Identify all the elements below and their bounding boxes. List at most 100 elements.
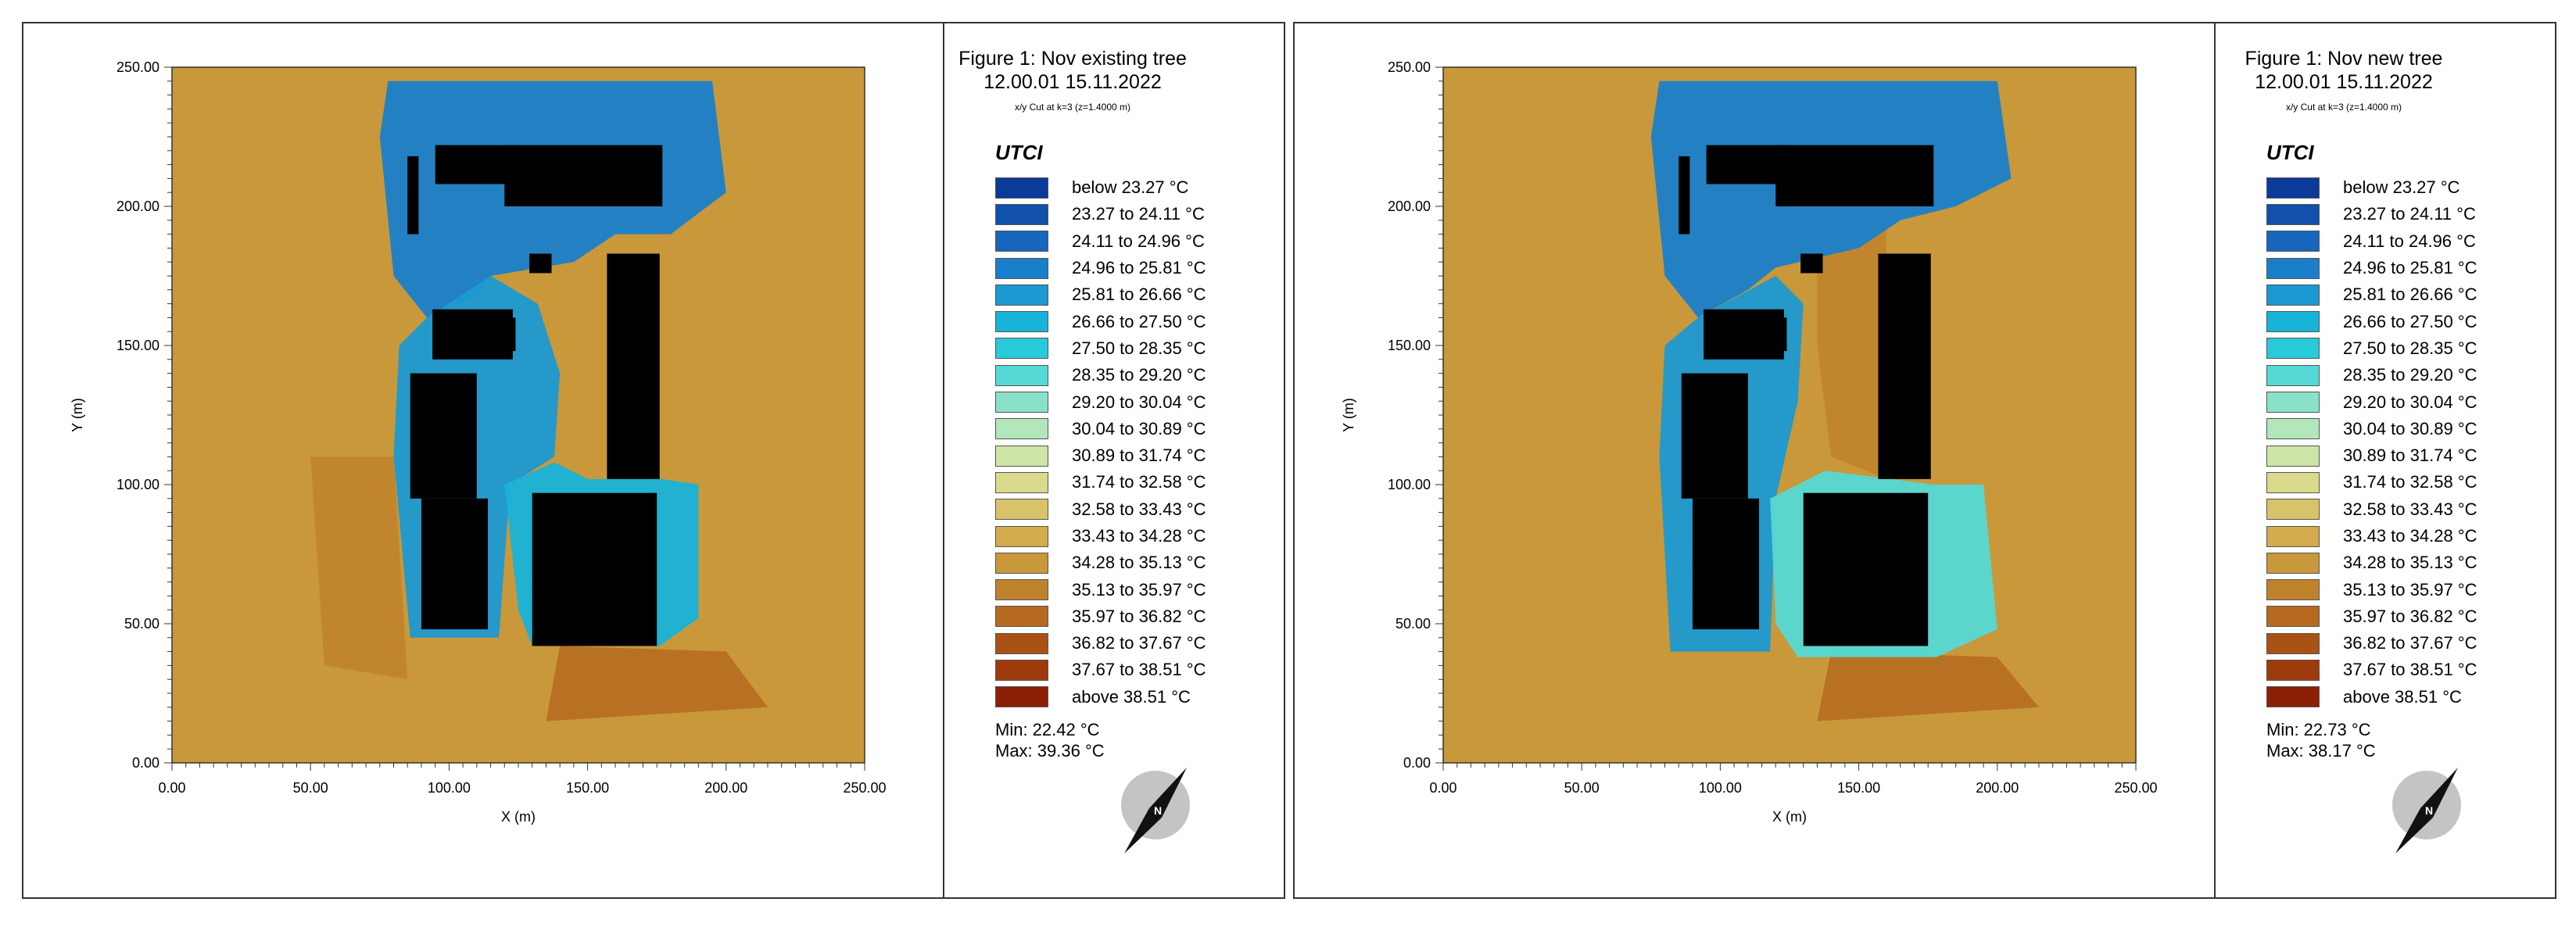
- x-tick-label: 100.00: [1699, 780, 1742, 796]
- legend-swatch: [2266, 257, 2320, 279]
- legend-item: 32.58 to 33.43 °C: [2266, 496, 2477, 523]
- legend: below 23.27 °C 23.27 to 24.11 °C 24.11 t…: [2266, 174, 2477, 710]
- y-tick-label: 100.00: [116, 477, 159, 492]
- legend-label: 23.27 to 24.11 °C: [2343, 204, 2476, 224]
- legend-area: Figure 1: Nov new tree 12.00.01 15.11.20…: [2216, 23, 2555, 897]
- variable-name: UTCI: [2266, 141, 2314, 164]
- x-tick-label: 250.00: [843, 780, 886, 796]
- min-value: Min: 22.42 °C: [995, 720, 1100, 739]
- legend-label: 28.35 to 29.20 °C: [2343, 365, 2477, 385]
- legend-swatch: [2266, 525, 2320, 547]
- legend-area: Figure 1: Nov existing tree 12.00.01 15.…: [944, 23, 1284, 897]
- building: [407, 156, 419, 234]
- legend-item: above 38.51 °C: [2266, 684, 2477, 710]
- building: [1692, 498, 1760, 630]
- legend: below 23.27 °C 23.27 to 24.11 °C 24.11 t…: [995, 174, 1206, 710]
- legend-swatch: [2266, 606, 2320, 628]
- legend-swatch: [2266, 552, 2320, 574]
- legend-item: 34.28 to 35.13 °C: [995, 549, 1206, 576]
- legend-label: 26.66 to 27.50 °C: [2343, 311, 2477, 331]
- legend-label: 24.96 to 25.81 °C: [2343, 258, 2477, 278]
- building: [435, 145, 518, 184]
- legend-swatch: [2266, 177, 2320, 199]
- legend-item: 32.58 to 33.43 °C: [995, 496, 1206, 523]
- warm-zone: [1817, 220, 1887, 479]
- legend-swatch: [2266, 392, 2320, 413]
- legend-item: 30.04 to 30.89 °C: [995, 416, 1206, 442]
- legend-swatch: [995, 659, 1048, 681]
- legend-label: 34.28 to 35.13 °C: [2343, 553, 2477, 573]
- legend-label: 26.66 to 27.50 °C: [1072, 311, 1206, 331]
- y-tick-label: 150.00: [1388, 338, 1431, 353]
- building: [410, 373, 477, 499]
- legend-swatch: [2266, 659, 2320, 681]
- building: [607, 253, 660, 479]
- min-max-stats: Min: 22.73 °C Max: 38.17 °C: [2266, 719, 2376, 761]
- north-label: N: [1154, 804, 1162, 817]
- legend-item: 25.81 to 26.66 °C: [995, 281, 1206, 308]
- building: [529, 253, 552, 274]
- plot-area: 0.00 50.00 100.00 150.00 200.00 250.00 0.00 50.…: [23, 23, 944, 897]
- y-axis-label: Y (m): [1341, 398, 1356, 432]
- variable-name: UTCI: [995, 141, 1043, 164]
- min-value: Min: 22.73 °C: [2266, 720, 2371, 739]
- legend-swatch: [2266, 231, 2320, 252]
- x-tick-label: 0.00: [158, 780, 185, 796]
- legend-label: 36.82 to 37.67 °C: [1072, 633, 1206, 653]
- y-tick-label: 50.00: [124, 616, 159, 632]
- legend-swatch: [995, 632, 1048, 654]
- building: [1736, 317, 1787, 352]
- legend-swatch: [2266, 632, 2320, 654]
- legend-swatch: [995, 203, 1048, 225]
- legend-item: 24.96 to 25.81 °C: [2266, 255, 2477, 281]
- legend-label: 34.28 to 35.13 °C: [1072, 553, 1206, 573]
- y-tick-label: 250.00: [116, 59, 159, 75]
- building: [504, 145, 663, 206]
- legend-item: 36.82 to 37.67 °C: [995, 630, 1206, 657]
- figure-title-block: Figure 1: Nov new tree 12.00.01 15.11.20…: [2187, 47, 2500, 94]
- north-arrow-icon: N: [1121, 768, 1190, 854]
- legend-swatch: [2266, 311, 2320, 333]
- legend-label: 35.13 to 35.97 °C: [2343, 579, 2477, 600]
- legend-item: 36.82 to 37.67 °C: [2266, 630, 2477, 657]
- figure-title: Figure 1: Nov existing tree: [958, 48, 1187, 70]
- x-tick-label: 250.00: [2114, 780, 2157, 796]
- legend-label: 29.20 to 30.04 °C: [2343, 392, 2477, 412]
- utci-map-existing-tree: 0.00 50.00 100.00 150.00 200.00 250.00 0.00 50.…: [70, 59, 887, 825]
- max-value: Max: 39.36 °C: [995, 741, 1105, 761]
- x-axis-label: X (m): [501, 809, 536, 825]
- legend-label: 30.89 to 31.74 °C: [1072, 446, 1206, 466]
- x-tick-label: 0.00: [1429, 780, 1456, 796]
- legend-label: below 23.27 °C: [1072, 177, 1189, 198]
- warm-zone: [546, 646, 768, 721]
- building: [421, 498, 489, 630]
- utci-map-new-tree: 0.00 50.00 100.00 150.00 200.00 250.00 0.00 50.…: [1341, 59, 2158, 825]
- legend-label: 30.89 to 31.74 °C: [2343, 446, 2477, 466]
- legend-swatch: [2266, 418, 2320, 440]
- legend-item: 29.20 to 30.04 °C: [2266, 388, 2477, 415]
- x-tick-label: 150.00: [566, 780, 609, 796]
- figure-panel-new-tree: 0.00 50.00 100.00 150.00 200.00 250.00 0.00 50.…: [1293, 22, 2556, 899]
- legend-label: 31.74 to 32.58 °C: [2343, 472, 2477, 492]
- legend-item: 27.50 to 28.35 °C: [2266, 335, 2477, 362]
- building: [1803, 492, 1929, 646]
- legend-item: 35.13 to 35.97 °C: [995, 576, 1206, 603]
- x-tick-label: 50.00: [1564, 780, 1600, 796]
- legend-item: above 38.51 °C: [995, 684, 1206, 710]
- legend-item: 34.28 to 35.13 °C: [2266, 549, 2477, 576]
- legend-swatch: [995, 686, 1048, 708]
- legend-label: 37.67 to 38.51 °C: [1072, 660, 1206, 680]
- legend-item: 37.67 to 38.51 °C: [995, 657, 1206, 683]
- legend-item: 35.97 to 36.82 °C: [995, 603, 1206, 630]
- legend-label: above 38.51 °C: [2343, 686, 2462, 707]
- y-tick-label: 100.00: [1388, 477, 1431, 492]
- y-tick-label: 0.00: [132, 755, 159, 771]
- y-tick-label: 50.00: [1395, 616, 1431, 632]
- legend-swatch: [995, 606, 1048, 628]
- legend-item: 28.35 to 29.20 °C: [995, 362, 1206, 388]
- figure-subtitle: x/y Cut at k=3 (z=1.4000 m): [2285, 102, 2402, 113]
- legend-item: 26.66 to 27.50 °C: [995, 308, 1206, 335]
- legend-label: 31.74 to 32.58 °C: [1072, 472, 1206, 492]
- building: [1706, 145, 1790, 184]
- y-tick-label: 200.00: [116, 199, 159, 214]
